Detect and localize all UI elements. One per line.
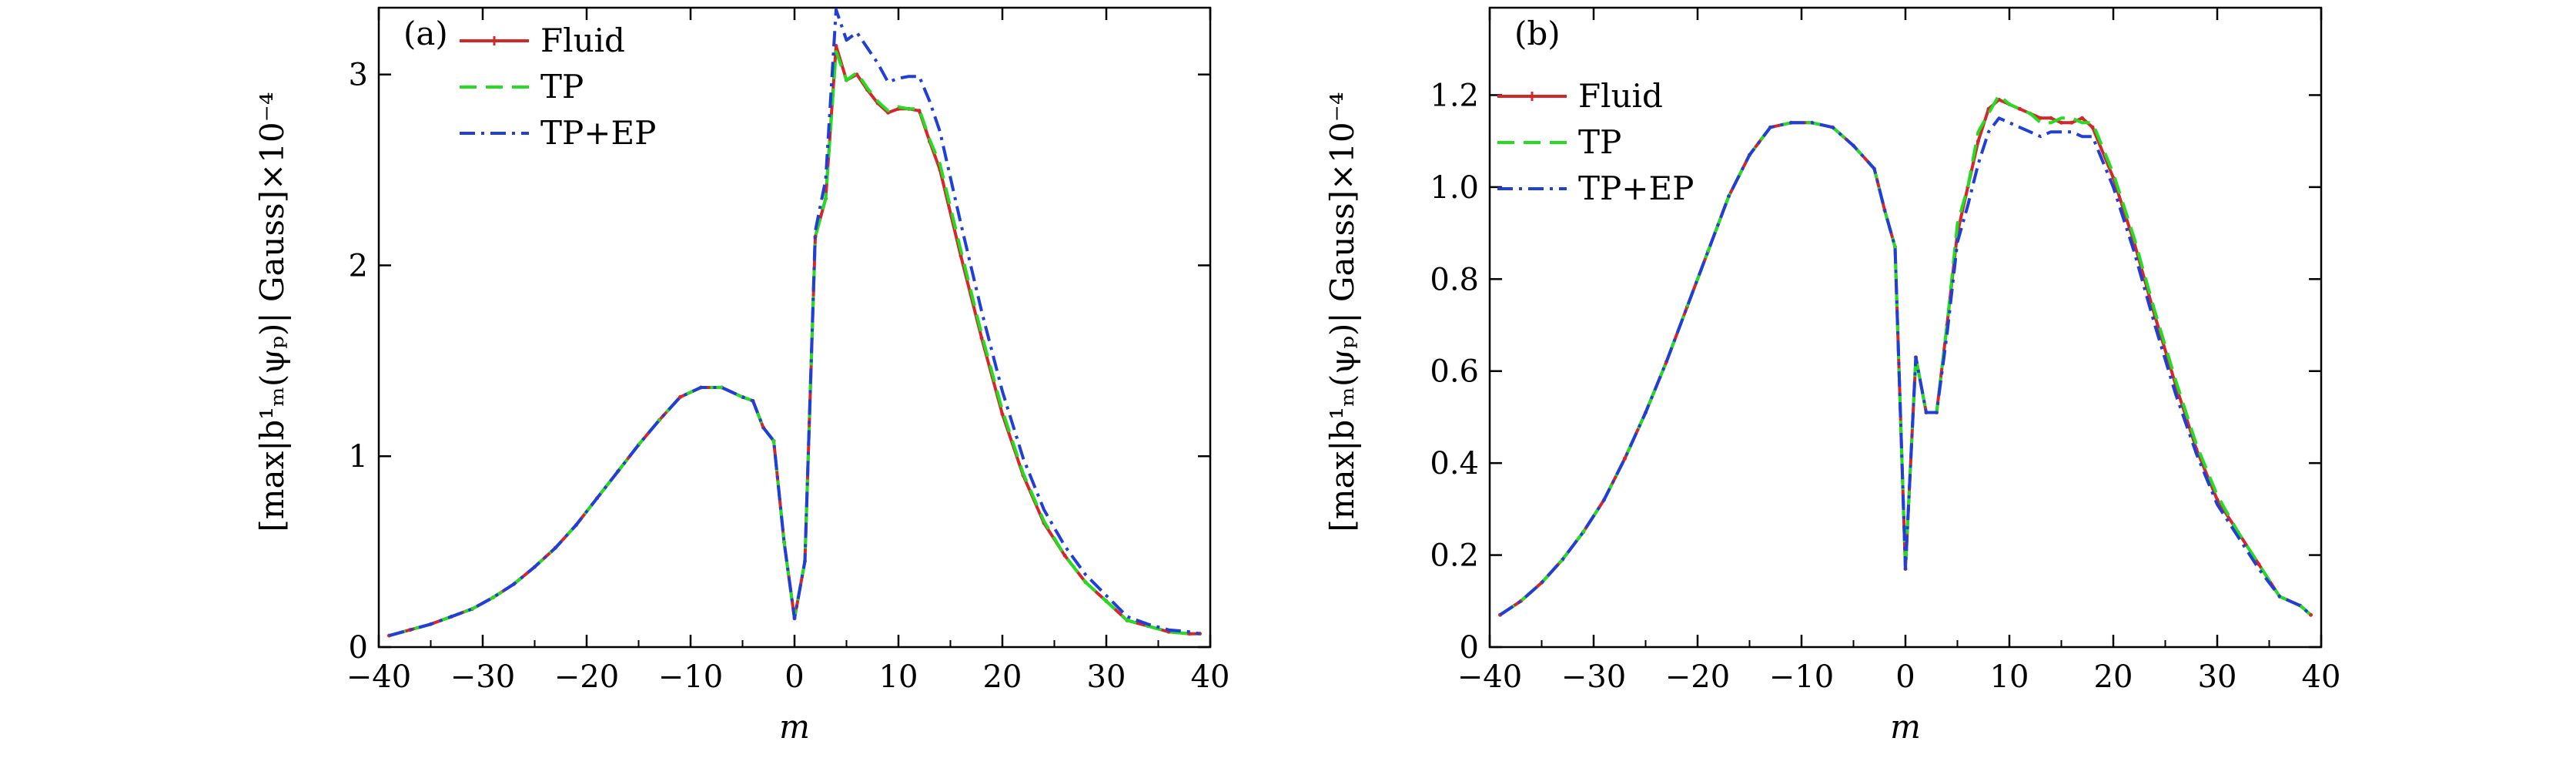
panel-b-panel-label: (b): [1514, 15, 1561, 52]
panel-a-xtick-label: 30: [1087, 659, 1126, 695]
panel-b-series-fluid-point: [2257, 562, 2261, 567]
panel-b-ytick-label: 0.6: [1430, 354, 1479, 390]
panel-b-series-fluid-point: [2069, 120, 2074, 125]
panel-a-ytick-label: 1: [349, 439, 368, 475]
panel-b-series-fluid-point: [2059, 120, 2063, 125]
panel-a: [max|b¹ₘ(ψₚ)| Gauss]×10⁻⁴ m −40 −30 −20 −10…: [253, 6, 1230, 746]
panel-b-series-tpep-line: [1499, 116, 2312, 616]
panel-b-series-fluid-point: [1976, 139, 1980, 143]
panel-b-series-fluid-point: [2080, 116, 2084, 120]
panel-a-legend-label-tpep: TP+EP: [540, 114, 656, 152]
panel-b-series-group: [1498, 93, 2313, 617]
panel-a-series-group: [387, 8, 1202, 638]
panel-b-xtick-label: 0: [1895, 659, 1915, 695]
panel-a-series-tpep-line: [388, 8, 1200, 638]
panel-b-xtick-label: 40: [2302, 659, 2341, 695]
panel-b-series-fluid-point: [2039, 116, 2042, 120]
panel-b-ylabel: [max|b¹ₘ(ψₚ)| Gauss]×10⁻⁴: [1323, 92, 1361, 532]
panel-a-xtick-label: 0: [785, 659, 804, 695]
panel-b-xtick-label: 10: [1990, 659, 2029, 695]
panel-a-xtick-label: −10: [658, 659, 723, 695]
panel-a-plot-frame: [377, 6, 1212, 649]
panel-a-series-fluid-line: [388, 44, 1200, 638]
panel-b-series-fluid-point: [2018, 106, 2022, 111]
panel-a-series-fluid-point: [979, 336, 984, 340]
panel-b-ytick-label: 0.8: [1430, 262, 1479, 297]
panel-b-xtick-label: −40: [1457, 659, 1522, 695]
panel-a-series-tp-line: [388, 50, 1200, 638]
panel-a-series-fluid-point: [1000, 412, 1005, 417]
panel-b-xtick-label: −20: [1665, 659, 1730, 695]
panel-b-xtick-label: −30: [1561, 659, 1626, 695]
panel-a-panel-label: (a): [403, 15, 448, 52]
panel-b-legend-label-tp: TP: [1578, 123, 1621, 161]
panel-b-ytick-label: 0: [1460, 630, 1479, 666]
panel-b-ytick-label: 0.2: [1430, 538, 1479, 574]
panel-a-xtick-label: 20: [983, 659, 1022, 695]
panel-a-ylabel: [max|b¹ₘ(ψₚ)| Gauss]×10⁻⁴: [253, 92, 291, 532]
panel-b-xtick-label: 30: [2198, 659, 2237, 695]
panel-a-xlabel: m: [779, 708, 810, 746]
panel-b: [max|b¹ₘ(ψₚ)| Gauss]×10⁻⁴ m −40 −30 −20 −10…: [1323, 6, 2341, 746]
panel-b-ytick-label: 1.2: [1430, 78, 1479, 113]
panel-a-series-fluid-point: [678, 394, 682, 399]
panel-b-xlabel: m: [1890, 708, 1921, 746]
panel-b-series-fluid-point: [1623, 456, 1627, 461]
panel-a-ytick-label: 0: [349, 630, 368, 666]
panel-a-ytick-label: 3: [349, 58, 368, 93]
panel-a-legend-label-tp: TP: [540, 68, 584, 106]
panel-a-series-fluid-point: [1062, 553, 1067, 558]
panel-a-xtick-label: −20: [554, 659, 619, 695]
panel-a-series-fluid-point: [917, 109, 922, 113]
panel-a-series-fluid-point: [855, 72, 859, 77]
panel-b-series-tp-line: [1499, 93, 2312, 616]
panel-b-xtick-label: 20: [2094, 659, 2133, 695]
panel-b-ytick-label: 1.0: [1430, 170, 1479, 206]
panel-b-ytick-label: 0.4: [1430, 446, 1479, 481]
panel-a-ytick-label: 2: [349, 248, 368, 283]
panel-a-xtick-label: 40: [1191, 659, 1230, 695]
panel-a-xtick-label: −30: [450, 659, 515, 695]
panel-a-xtick-label: −40: [346, 659, 411, 695]
panel-b-legend-label-fluid: Fluid: [1578, 77, 1663, 115]
panel-b-xtick-label: −10: [1769, 659, 1834, 695]
panel-b-series-fluid-point: [2090, 125, 2095, 129]
panel-a-legend-label-fluid: Fluid: [540, 22, 625, 59]
panel-b-series-fluid-point: [2309, 612, 2313, 617]
panel-b-series-fluid-point: [2049, 116, 2053, 120]
panel-a-xtick-label: 10: [879, 659, 918, 695]
panel-b-legend-label-tpep: TP+EP: [1578, 169, 1694, 207]
